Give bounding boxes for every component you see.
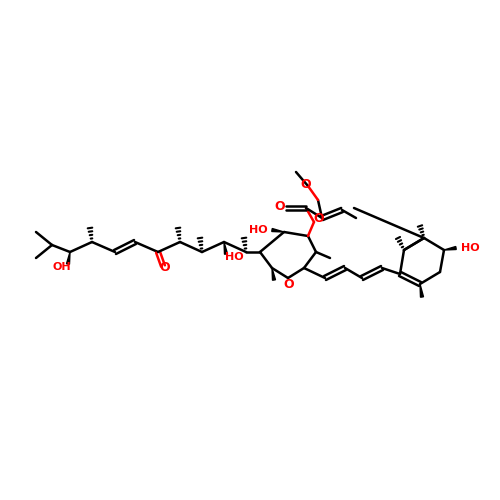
Polygon shape: [272, 228, 284, 232]
Text: O: O: [314, 212, 324, 226]
Text: O: O: [274, 200, 285, 213]
Polygon shape: [420, 284, 424, 297]
Text: HO: HO: [460, 243, 479, 253]
Text: O: O: [160, 261, 170, 274]
Polygon shape: [444, 246, 456, 250]
Text: HO: HO: [248, 225, 268, 235]
Polygon shape: [272, 268, 276, 280]
Polygon shape: [224, 242, 228, 254]
Polygon shape: [66, 252, 70, 264]
Text: O: O: [300, 178, 312, 190]
Text: OH: OH: [52, 262, 72, 272]
Text: HO: HO: [224, 252, 244, 262]
Text: O: O: [284, 278, 294, 290]
